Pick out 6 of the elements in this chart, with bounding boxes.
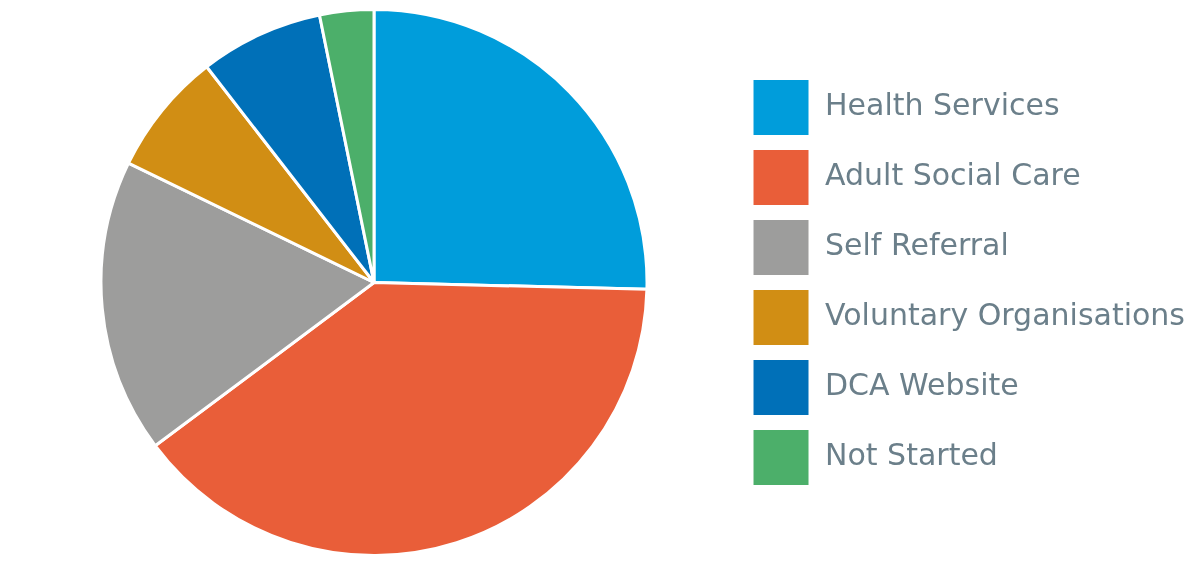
legend-label: Adult Social Care	[825, 157, 1081, 193]
legend-label: DCA Website	[825, 367, 1019, 403]
legend-label: Health Services	[825, 87, 1060, 123]
legend-label: Not Started	[825, 437, 998, 473]
legend-label: Voluntary Organisations	[825, 297, 1186, 333]
legend-label: Self Referral	[825, 227, 1009, 263]
